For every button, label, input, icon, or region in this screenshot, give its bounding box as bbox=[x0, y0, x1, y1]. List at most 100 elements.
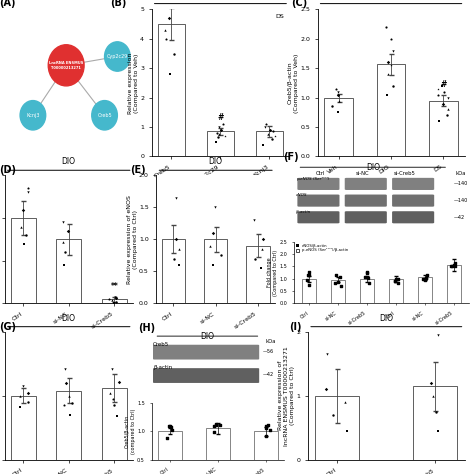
Point bbox=[24, 389, 32, 396]
Point bbox=[391, 277, 399, 284]
Point bbox=[361, 273, 369, 281]
Point bbox=[115, 378, 123, 385]
Text: #: # bbox=[440, 80, 447, 89]
Point bbox=[421, 276, 428, 283]
Point bbox=[334, 88, 341, 96]
Point bbox=[175, 261, 182, 269]
Text: (A): (A) bbox=[0, 0, 16, 8]
Point bbox=[333, 85, 340, 92]
Point bbox=[62, 248, 69, 256]
Circle shape bbox=[20, 100, 46, 130]
Point bbox=[257, 264, 265, 272]
Point bbox=[113, 294, 120, 302]
Point bbox=[444, 94, 452, 101]
Point bbox=[17, 223, 25, 230]
Point bbox=[171, 50, 178, 57]
Bar bbox=[447, 265, 461, 303]
Y-axis label: Creb5/β-actin
(Compared to Veh): Creb5/β-actin (Compared to Veh) bbox=[288, 53, 299, 113]
Text: β-actin: β-actin bbox=[296, 210, 310, 214]
Point bbox=[363, 269, 371, 276]
Point bbox=[336, 97, 343, 104]
Point bbox=[259, 236, 267, 243]
Point bbox=[19, 206, 27, 213]
Bar bbox=[360, 279, 374, 303]
Point bbox=[59, 219, 67, 226]
Point bbox=[68, 400, 76, 407]
Circle shape bbox=[92, 100, 118, 130]
FancyBboxPatch shape bbox=[345, 178, 387, 190]
Point bbox=[251, 255, 258, 263]
Bar bbox=[315, 396, 359, 460]
Point bbox=[172, 236, 180, 243]
Text: Ctrl: Ctrl bbox=[315, 171, 325, 176]
Bar bbox=[331, 280, 346, 303]
Point bbox=[24, 184, 32, 192]
Point bbox=[304, 272, 311, 279]
FancyBboxPatch shape bbox=[392, 211, 434, 223]
Point bbox=[65, 392, 73, 400]
Point bbox=[210, 422, 218, 429]
Point bbox=[261, 123, 269, 131]
Text: p-eNOS (Ser¹¹⁷¹): p-eNOS (Ser¹¹⁷¹) bbox=[296, 177, 329, 181]
FancyBboxPatch shape bbox=[297, 178, 339, 190]
Point bbox=[323, 350, 331, 358]
Bar bbox=[102, 388, 127, 460]
Point bbox=[110, 401, 118, 409]
Point bbox=[434, 91, 441, 99]
Circle shape bbox=[105, 42, 130, 71]
Point bbox=[250, 216, 258, 224]
Point bbox=[262, 120, 269, 128]
Point bbox=[165, 422, 173, 430]
Point bbox=[387, 62, 395, 69]
Point bbox=[163, 35, 170, 43]
Text: (D): (D) bbox=[0, 165, 17, 175]
Bar bbox=[10, 218, 36, 303]
Text: Kcnj3: Kcnj3 bbox=[26, 113, 40, 118]
Point bbox=[384, 70, 392, 78]
Point bbox=[342, 398, 349, 406]
Point bbox=[337, 283, 345, 290]
Text: Cyp2c29: Cyp2c29 bbox=[107, 54, 128, 59]
FancyBboxPatch shape bbox=[345, 211, 387, 223]
Text: (C): (C) bbox=[291, 0, 307, 8]
Point bbox=[438, 82, 446, 90]
Point bbox=[435, 331, 442, 339]
Point bbox=[209, 229, 217, 237]
Point bbox=[107, 389, 114, 396]
Point bbox=[210, 428, 218, 436]
Point bbox=[392, 275, 400, 283]
Point bbox=[422, 274, 430, 282]
Point bbox=[219, 120, 227, 128]
Y-axis label: Creb5/β-actin
(compared to Ctrl): Creb5/β-actin (compared to Ctrl) bbox=[125, 409, 136, 454]
Text: (H): (H) bbox=[138, 322, 155, 333]
Text: (B): (B) bbox=[110, 0, 127, 8]
Point bbox=[305, 271, 313, 278]
Text: (E): (E) bbox=[130, 165, 146, 175]
Point bbox=[444, 111, 451, 119]
Point bbox=[217, 252, 225, 259]
Text: Creb5: Creb5 bbox=[97, 113, 112, 118]
Bar bbox=[207, 131, 234, 156]
Point bbox=[331, 279, 339, 287]
FancyBboxPatch shape bbox=[392, 194, 434, 207]
Text: ##: ## bbox=[165, 0, 178, 2]
Y-axis label: Fold change
(Compared to Ctrl): Fold change (Compared to Ctrl) bbox=[267, 249, 278, 296]
Point bbox=[451, 259, 459, 267]
Point bbox=[216, 123, 223, 131]
Point bbox=[61, 365, 69, 373]
Point bbox=[440, 88, 447, 96]
Point bbox=[334, 109, 342, 116]
Point bbox=[266, 126, 274, 134]
Bar bbox=[389, 279, 403, 303]
Text: si-Creb5: si-Creb5 bbox=[393, 171, 415, 176]
Text: (I): (I) bbox=[289, 321, 302, 331]
Text: —56: —56 bbox=[263, 349, 274, 354]
Point bbox=[435, 118, 443, 125]
Point bbox=[110, 300, 118, 307]
Point bbox=[108, 365, 116, 373]
Bar bbox=[254, 431, 278, 474]
Bar bbox=[10, 396, 36, 460]
Point bbox=[24, 398, 31, 406]
Point bbox=[364, 268, 371, 276]
Text: DIO: DIO bbox=[62, 314, 76, 323]
